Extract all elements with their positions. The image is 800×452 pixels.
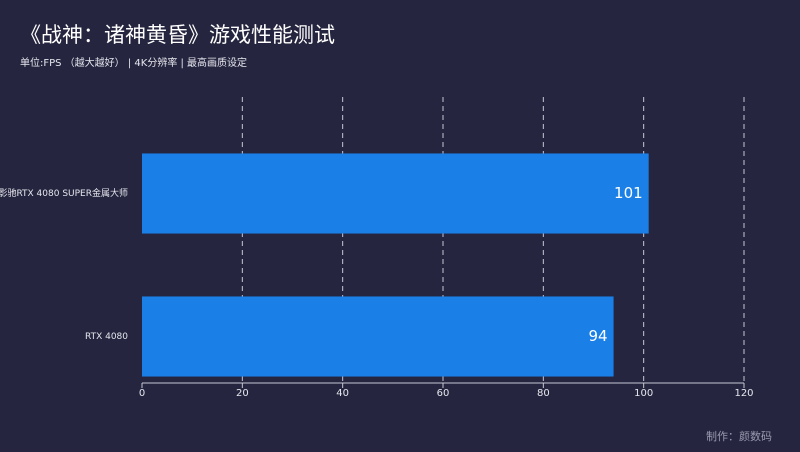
- bar: [142, 153, 649, 234]
- bar: [142, 296, 614, 377]
- value-label: 101: [614, 184, 643, 202]
- y-tick-label: 影驰RTX 4080 SUPER金属大师: [0, 187, 128, 199]
- x-tick-label: 40: [336, 388, 349, 399]
- x-tick-label: 0: [139, 388, 145, 399]
- x-tick-label: 20: [236, 388, 249, 399]
- x-tick-label: 80: [537, 388, 550, 399]
- x-tick-label: 60: [437, 388, 450, 399]
- x-tick-label: 100: [634, 388, 653, 399]
- chart-subtitle: 单位:FPS （越大越好） | 4K分辨率 | 最高画质设定: [20, 56, 247, 69]
- chart-title: 《战神：诸神黄昏》游戏性能测试: [20, 23, 335, 47]
- value-label: 94: [588, 327, 607, 345]
- credit: 制作：颜数码: [706, 430, 772, 443]
- x-tick-label: 120: [734, 388, 753, 399]
- y-tick-label: RTX 4080: [85, 332, 128, 342]
